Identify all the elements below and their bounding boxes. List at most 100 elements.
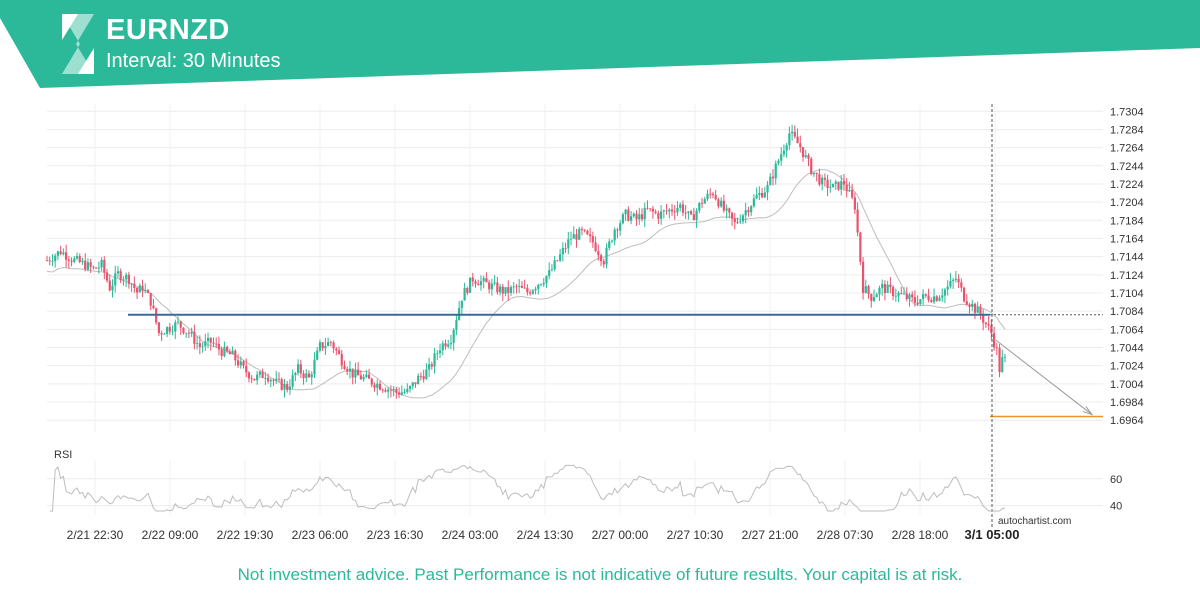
candle-body — [971, 303, 974, 307]
candle-body — [433, 353, 436, 367]
candle-body — [998, 347, 1001, 373]
candle-body — [395, 389, 398, 393]
candle-body — [881, 284, 884, 288]
candle-body — [367, 374, 371, 379]
candle-body — [149, 293, 152, 306]
candle-body — [616, 229, 619, 231]
candle-body — [515, 286, 518, 288]
time-tick-label: 2/27 10:30 — [667, 528, 724, 542]
candle-body — [722, 200, 725, 211]
candle-body — [223, 346, 226, 357]
candle-body — [51, 261, 54, 263]
candle-body — [864, 286, 867, 293]
candle-body — [163, 333, 166, 335]
time-tick-label: 2/27 00:00 — [592, 528, 649, 542]
logo-icon — [62, 14, 94, 74]
candle-body — [599, 255, 603, 262]
candle-body — [234, 350, 237, 361]
candle-body — [280, 379, 283, 390]
price-axis: 1.7304 1.7284 1.7264 1.7244 1.7224 1.7204 1.71… — [1110, 106, 1144, 427]
candle-body — [507, 287, 510, 293]
candle-body — [673, 211, 676, 213]
candle-body — [264, 377, 267, 379]
candle-body — [569, 238, 573, 240]
candle-body — [198, 343, 201, 348]
price-tick-label: 1.7024 — [1110, 361, 1144, 373]
candle-body — [438, 350, 442, 354]
candle-body — [310, 374, 313, 378]
candle-body — [922, 294, 925, 300]
candlesticks — [45, 124, 1007, 399]
candle-body — [619, 223, 622, 231]
candle-body — [670, 209, 674, 212]
candle-body — [780, 154, 783, 161]
candle-body — [168, 327, 171, 332]
candle-body — [911, 294, 914, 298]
candle-body — [684, 212, 687, 214]
candle-body — [444, 343, 447, 347]
candle-body — [283, 383, 286, 390]
candle-body — [343, 365, 346, 370]
candle-body — [185, 332, 188, 334]
time-axis: 2/21 22:30 2/22 09:00 2/22 19:30 2/23 06:00… — [67, 527, 1020, 542]
candle-body — [307, 373, 311, 378]
candle-body — [389, 389, 392, 391]
candle-body — [736, 221, 739, 223]
rsi-tick-label: 40 — [1110, 501, 1122, 513]
price-tick-label: 1.7164 — [1110, 233, 1144, 245]
rsi-grid — [47, 478, 1103, 507]
candle-body — [755, 195, 758, 199]
candle-body — [550, 269, 554, 271]
candle-body — [992, 333, 996, 348]
candle-body — [193, 331, 196, 344]
candle-body — [763, 192, 766, 198]
candle-body — [477, 283, 480, 286]
candle-body — [493, 282, 496, 284]
candle-body — [709, 193, 712, 195]
candle-body — [332, 342, 335, 349]
price-tick-label: 1.7284 — [1110, 124, 1144, 136]
candle-body — [643, 207, 646, 220]
candle-body — [408, 386, 412, 389]
candle-body — [842, 181, 846, 185]
candle-body — [829, 187, 832, 189]
candle-body — [744, 210, 747, 216]
candle-body — [204, 341, 207, 347]
candle-body — [78, 256, 81, 263]
candle-body — [286, 383, 289, 390]
candle-body — [313, 359, 316, 375]
moving-average — [46, 169, 1006, 399]
candle-body — [490, 283, 493, 290]
candle-body — [545, 276, 548, 283]
candle-body — [378, 383, 382, 390]
candle-body — [916, 302, 919, 305]
candle-body — [635, 213, 638, 220]
candle-body — [665, 210, 668, 212]
price-tick-label: 1.7264 — [1110, 143, 1144, 155]
candle-body — [253, 378, 256, 381]
time-tick-label: 2/27 21:00 — [742, 528, 799, 542]
candle-body — [411, 382, 414, 387]
candle-body — [116, 271, 120, 274]
watermark: autochartist.com — [998, 516, 1071, 527]
candle-body — [86, 262, 90, 270]
candle-body — [114, 273, 117, 286]
rsi-axis: 60 40 — [1110, 474, 1122, 513]
time-tick-label: 2/24 13:30 — [517, 528, 574, 542]
candle-body — [845, 184, 848, 192]
candle-body — [417, 375, 420, 385]
candle-body — [583, 229, 586, 231]
candle-body — [130, 283, 133, 285]
candle-body — [741, 215, 745, 222]
candle-body — [714, 195, 717, 200]
candle-body — [528, 292, 532, 294]
forecast-arrow — [995, 339, 1093, 415]
candle-body — [144, 290, 147, 292]
candle-body — [938, 297, 941, 301]
candle-body — [810, 158, 813, 175]
candle-body — [176, 321, 180, 323]
candle-body — [504, 287, 507, 294]
candle-body — [1001, 357, 1004, 373]
rsi-label: RSI — [54, 449, 72, 461]
time-tick-label: 2/23 06:00 — [292, 528, 349, 542]
